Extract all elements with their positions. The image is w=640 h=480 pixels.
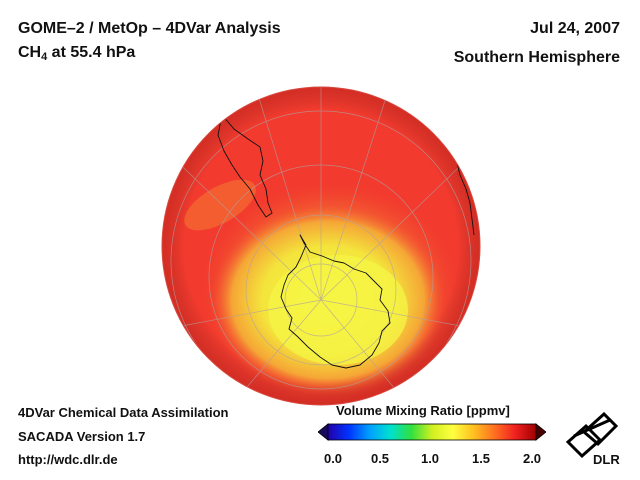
graticule — [162, 87, 480, 405]
colorbar-tick-0: 0.0 — [323, 451, 343, 466]
colorbar-low-arrow — [318, 423, 329, 441]
species-label: CH4 at 55.4 hPa — [18, 44, 135, 63]
region-label: Southern Hemisphere — [453, 49, 620, 66]
colorbar-title: Volume Mixing Ratio [ppmv] — [336, 403, 510, 418]
globe-border — [161, 86, 481, 406]
species-subscript: 4 — [41, 51, 48, 63]
footer-line-2: SACADA Version 1.7 — [18, 429, 146, 444]
colorbar-tick-1: 0.5 — [370, 451, 390, 466]
dlr-logo-text: DLR — [593, 452, 620, 467]
colorbar-high-arrow — [535, 423, 546, 441]
colorbar-gradient — [327, 423, 537, 441]
species-pressure: at 55.4 hPa — [47, 44, 136, 61]
australia-outline — [171, 344, 191, 370]
colorbar — [318, 423, 546, 441]
map-title: GOME–2 / MetOp – 4DVar Analysis — [18, 20, 281, 37]
footer-link[interactable]: http://wdc.dlr.de — [18, 452, 118, 467]
species-main: CH — [18, 44, 42, 61]
colorbar-tick-2: 1.0 — [420, 451, 440, 466]
colorbar-tick-4: 2.0 — [522, 451, 542, 466]
dlr-logo-icon — [565, 412, 619, 459]
colorbar-tick-3: 1.5 — [471, 451, 491, 466]
globe-map — [161, 86, 481, 406]
antarctica-outline — [280, 234, 391, 369]
south-america-outline — [217, 114, 273, 218]
footer-line-1: 4DVar Chemical Data Assimilation — [18, 405, 229, 420]
date-label: Jul 24, 2007 — [530, 20, 620, 37]
